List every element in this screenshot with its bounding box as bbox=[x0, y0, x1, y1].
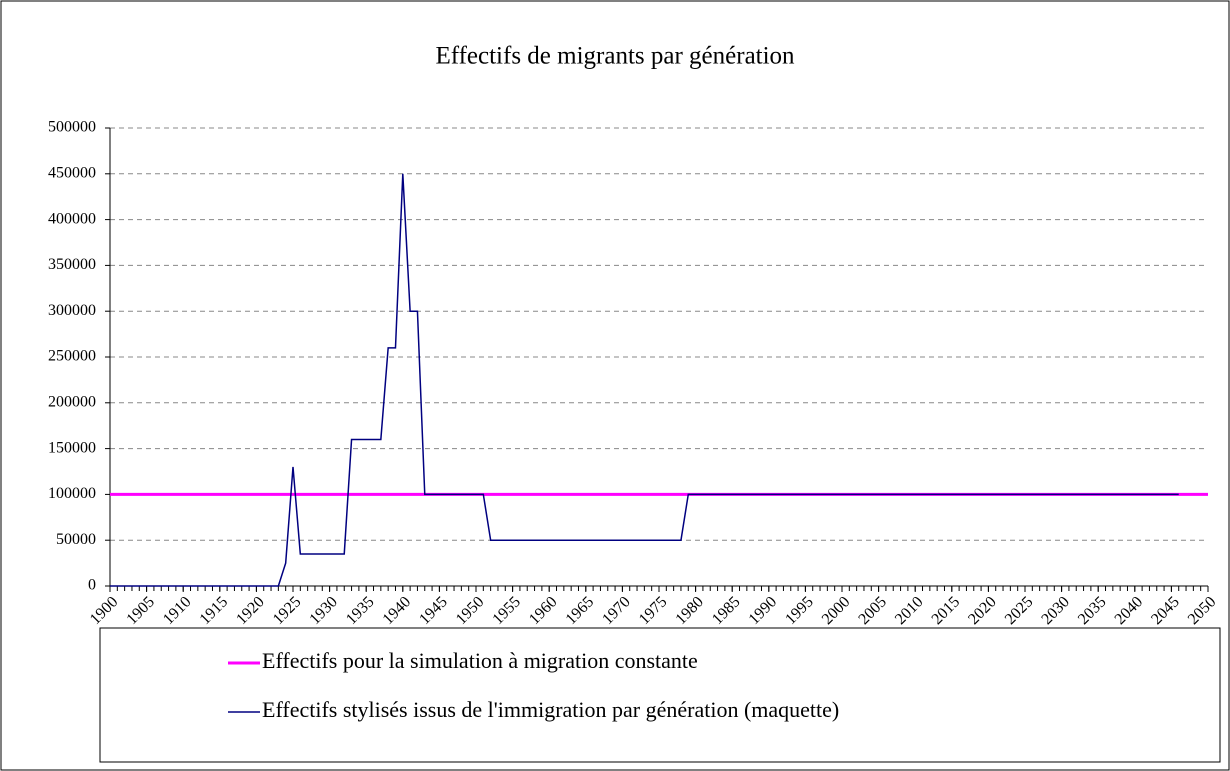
legend-box bbox=[99, 627, 1221, 763]
y-tick-label: 200000 bbox=[48, 393, 96, 410]
y-tick-label: 500000 bbox=[48, 119, 96, 136]
y-tick-label: 250000 bbox=[48, 348, 96, 365]
legend-label: Effectifs pour la simulation à migration… bbox=[262, 648, 698, 673]
y-tick-label: 400000 bbox=[48, 210, 96, 227]
y-tick-label: 150000 bbox=[48, 439, 96, 456]
y-tick-label: 100000 bbox=[48, 485, 96, 502]
y-tick-label: 50000 bbox=[56, 531, 96, 548]
y-tick-label: 0 bbox=[88, 577, 96, 594]
y-tick-label: 450000 bbox=[48, 164, 96, 181]
y-tick-label: 350000 bbox=[48, 256, 96, 273]
series-line bbox=[110, 173, 1179, 587]
chart-title: Effectifs de migrants par génération bbox=[435, 43, 795, 70]
legend-label: Effectifs stylisés issus de l'immigratio… bbox=[262, 697, 839, 722]
y-tick-label: 300000 bbox=[48, 302, 96, 319]
